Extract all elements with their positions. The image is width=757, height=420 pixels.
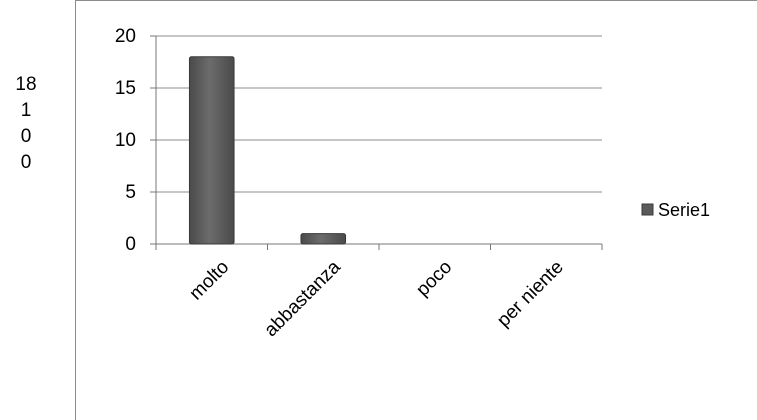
- y-tick-labels: 0 5 10 15 20: [115, 26, 136, 255]
- side-value: 18: [15, 74, 37, 95]
- y-tick-label: 0: [125, 234, 136, 255]
- bars: [188, 56, 347, 245]
- legend: Serie1: [641, 200, 710, 220]
- chart-frame: [75, 0, 757, 420]
- y-tick-label: 5: [125, 182, 136, 203]
- y-tick-label: 20: [115, 26, 136, 47]
- bar: [300, 233, 347, 245]
- side-value: 0: [20, 152, 32, 173]
- bar: [188, 56, 235, 245]
- x-tick-labels: molto abbastanza poco per niente: [186, 256, 568, 341]
- side-value-list: 18 1 0 0: [0, 72, 52, 176]
- x-tick-label: per niente: [493, 257, 568, 332]
- y-tick-label: 15: [115, 78, 136, 99]
- side-value: 1: [20, 100, 32, 121]
- x-tick-label: poco: [412, 257, 456, 301]
- bar-chart: 0 5 10 15 20 molto abbastanza poco per niente S…: [115, 26, 710, 341]
- y-tick-label: 10: [115, 130, 136, 151]
- legend-label: Serie1: [658, 200, 710, 220]
- x-tick-label: molto: [186, 257, 234, 305]
- side-value: 0: [20, 126, 32, 147]
- x-tick-label: abbastanza: [260, 256, 345, 341]
- legend-swatch: [641, 203, 654, 216]
